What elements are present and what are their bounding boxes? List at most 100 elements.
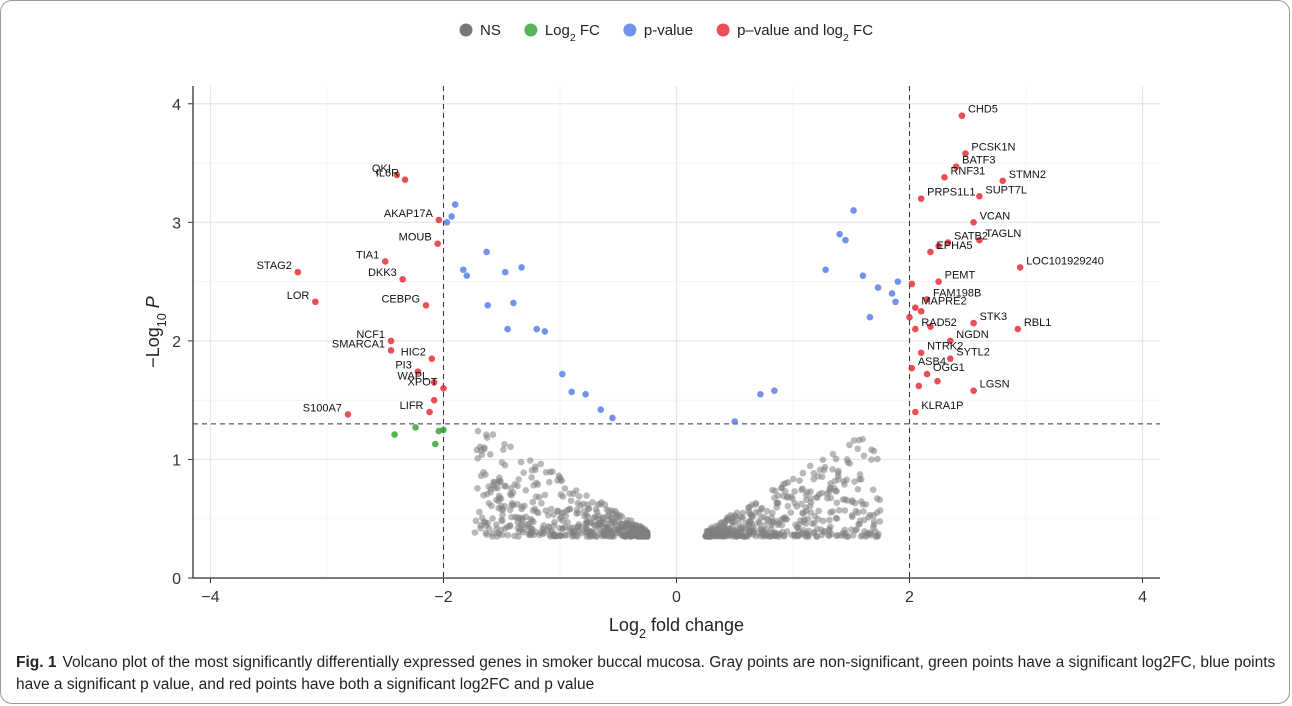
x-tick-label: −4 <box>201 589 219 606</box>
ns-point <box>526 529 534 537</box>
ns-point <box>640 532 647 539</box>
ns-point <box>747 529 754 537</box>
ns-point <box>757 514 765 522</box>
ns-point <box>487 451 494 458</box>
ns-point <box>756 520 763 527</box>
ns-point <box>521 502 528 510</box>
ns-point <box>852 527 859 534</box>
ns-point <box>728 530 736 537</box>
caption-text: Volcano plot of the most significantly d… <box>16 654 1276 693</box>
ns-point <box>544 511 552 519</box>
ns-point <box>514 519 521 526</box>
ns-point <box>766 533 773 540</box>
ns-point <box>706 533 714 540</box>
ns-point <box>643 532 651 540</box>
ns-point <box>750 529 758 536</box>
ns-point <box>771 529 778 536</box>
ns-point <box>609 515 617 523</box>
ns-point <box>632 531 640 539</box>
data-point <box>399 275 407 283</box>
ns-point <box>873 532 881 540</box>
ns-point <box>790 475 797 483</box>
gene-label: STAG2 <box>257 260 292 272</box>
ns-point <box>762 526 770 534</box>
ns-point <box>546 531 554 539</box>
ns-point <box>867 529 874 537</box>
ns-point <box>639 531 647 538</box>
ns-point <box>775 530 783 538</box>
ns-point <box>506 506 514 514</box>
ns-point <box>633 532 640 540</box>
ns-point <box>637 531 644 538</box>
ns-point <box>720 532 728 540</box>
ns-point <box>525 531 532 538</box>
ns-point <box>508 501 515 509</box>
legend-marker <box>524 23 538 37</box>
ns-point <box>746 503 753 511</box>
data-point <box>917 349 925 357</box>
ns-point <box>829 508 836 515</box>
ns-point <box>831 477 838 485</box>
ns-point <box>632 529 640 537</box>
ns-point <box>794 524 801 531</box>
ns-point <box>596 519 603 527</box>
ns-point <box>638 533 645 540</box>
ns-point <box>570 532 578 539</box>
ns-point <box>549 468 556 475</box>
ns-point <box>733 533 740 540</box>
ns-point <box>875 530 882 538</box>
ns-point <box>494 533 501 540</box>
ns-point <box>605 524 612 531</box>
data-point <box>422 302 430 309</box>
ns-point <box>827 509 834 516</box>
ns-point <box>509 489 517 496</box>
ns-point <box>783 515 791 523</box>
ns-point <box>511 532 518 540</box>
ns-point <box>841 526 849 534</box>
ns-point <box>718 519 726 526</box>
data-point <box>440 385 447 392</box>
data-point <box>582 390 589 398</box>
ns-point <box>798 486 805 494</box>
ns-point <box>719 532 727 539</box>
ns-point <box>643 531 650 539</box>
ns-point <box>834 469 842 477</box>
ns-point <box>778 516 785 523</box>
ns-point <box>634 523 642 531</box>
ns-point <box>636 531 643 538</box>
ns-point <box>813 533 820 540</box>
ns-point <box>815 491 823 498</box>
ns-point <box>770 531 778 538</box>
ns-point <box>512 513 519 521</box>
ns-point <box>765 517 772 525</box>
ns-point <box>632 526 639 534</box>
ns-point <box>536 493 543 501</box>
ns-point <box>522 513 530 521</box>
ns-point <box>627 532 634 540</box>
ns-point <box>784 493 791 500</box>
ns-point <box>640 531 648 539</box>
ns-point <box>498 517 506 525</box>
gene-label: PEMT <box>945 270 976 282</box>
ns-point <box>826 516 833 524</box>
ns-point <box>763 529 771 537</box>
ns-point <box>619 531 626 538</box>
data-point <box>1014 325 1022 333</box>
ns-point <box>761 521 769 529</box>
ns-point <box>620 523 627 531</box>
ns-point <box>807 499 815 506</box>
ns-point <box>607 528 615 536</box>
ns-point <box>772 532 779 539</box>
ns-point <box>527 530 535 537</box>
ns-point <box>601 519 609 527</box>
ns-point <box>833 532 840 540</box>
ns-point <box>632 531 640 539</box>
ns-point <box>547 528 555 535</box>
ns-point <box>852 507 860 515</box>
ns-point <box>850 437 858 444</box>
ns-point <box>854 485 862 493</box>
data-point <box>908 364 916 372</box>
ns-point <box>791 531 799 538</box>
ns-point <box>551 532 558 540</box>
ns-point <box>599 514 607 522</box>
